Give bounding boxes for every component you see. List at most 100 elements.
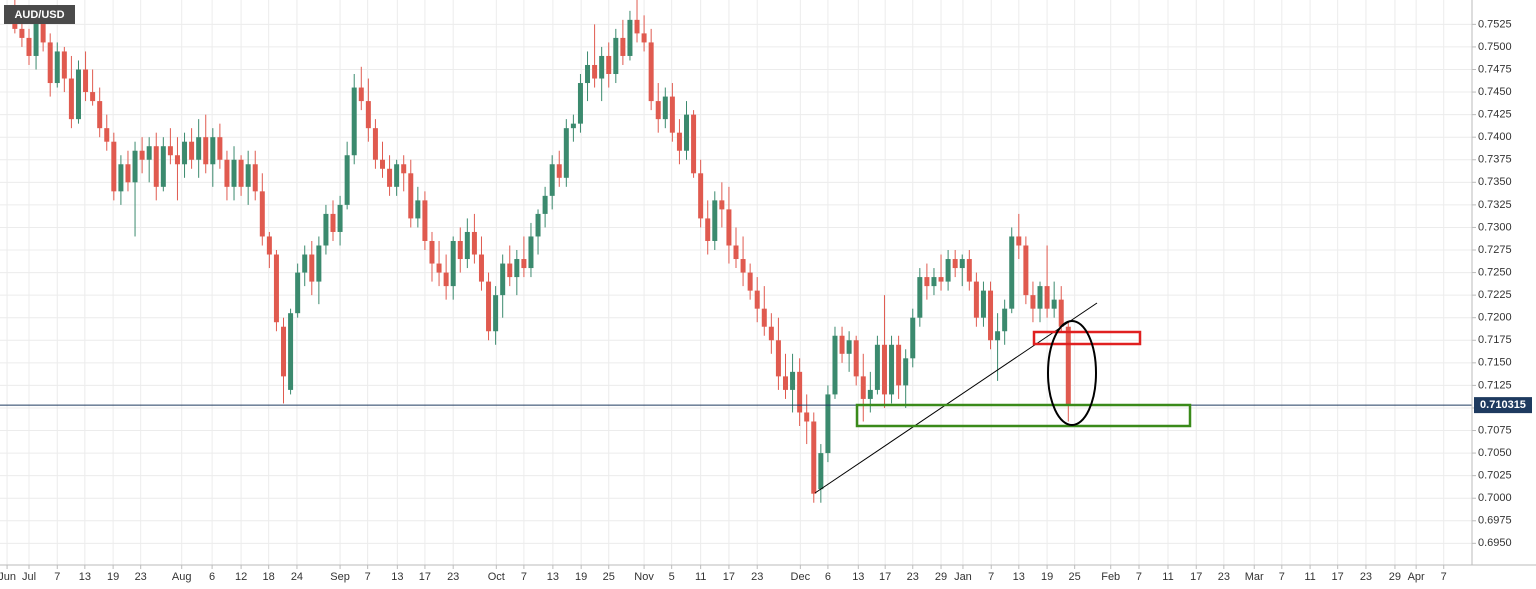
candle-body xyxy=(705,218,711,241)
candle-body xyxy=(40,19,46,43)
candle-body xyxy=(429,240,435,264)
candle-body xyxy=(486,281,492,332)
candle-body xyxy=(139,150,145,160)
candle-body xyxy=(988,290,994,341)
candle-body xyxy=(896,344,902,386)
y-tick-label: 0.7325 xyxy=(1478,199,1512,211)
candle-body xyxy=(330,213,336,232)
candle-body xyxy=(457,240,463,260)
x-tick-label: Oct xyxy=(488,571,505,583)
x-tick-label: 23 xyxy=(1360,571,1372,583)
x-tick-label: 11 xyxy=(695,571,706,583)
annotations xyxy=(814,302,1192,494)
candle-body xyxy=(323,213,329,246)
candle-body xyxy=(245,164,251,187)
candle-body xyxy=(797,371,803,413)
candle-body xyxy=(521,259,527,269)
candle-body xyxy=(641,33,647,43)
candle-body xyxy=(577,83,583,124)
x-tick-label: Apr xyxy=(1408,571,1425,583)
candle-body xyxy=(860,376,866,399)
candle-body xyxy=(210,137,216,165)
x-tick-label: Feb xyxy=(1101,571,1120,583)
candle-body xyxy=(740,259,746,273)
candle-body xyxy=(1016,236,1022,246)
y-tick-label: 0.6975 xyxy=(1478,515,1512,527)
x-tick-label: 23 xyxy=(447,571,459,583)
candle-body xyxy=(231,159,237,187)
candles xyxy=(0,0,1472,503)
candle-body xyxy=(980,290,986,318)
x-tick-label: 11 xyxy=(1304,571,1315,583)
candle-body xyxy=(196,137,202,160)
x-tick-label: 6 xyxy=(825,571,831,583)
chart-title: AUD/USD xyxy=(14,9,64,21)
last-price-badge xyxy=(1474,397,1532,414)
candle-body xyxy=(924,277,930,287)
candle-body xyxy=(938,277,944,282)
candle-body xyxy=(839,335,845,354)
candle-body xyxy=(224,159,230,187)
candle-body xyxy=(90,92,96,102)
candle-body xyxy=(592,64,598,79)
candle-body xyxy=(450,240,456,287)
candle-body xyxy=(408,173,414,219)
x-tick-label: 19 xyxy=(107,571,119,583)
candle-body xyxy=(132,150,138,183)
candle-body xyxy=(302,254,308,273)
candle-body xyxy=(676,132,682,151)
candle-body xyxy=(1058,299,1064,327)
candle-body xyxy=(252,164,258,192)
candle-body xyxy=(394,164,400,187)
symbol-badge: AUD/USD xyxy=(4,5,75,24)
y-tick-label: 0.7050 xyxy=(1478,447,1512,459)
candle-body xyxy=(281,326,287,377)
candle-body xyxy=(167,146,173,156)
x-tick-label: 18 xyxy=(263,571,275,583)
x-tick-label: Mar xyxy=(1245,571,1264,583)
x-tick-label: 23 xyxy=(751,571,763,583)
candle-body xyxy=(910,317,916,359)
candle-body xyxy=(655,101,661,120)
candle-body xyxy=(719,200,725,210)
x-tick-label: 13 xyxy=(852,571,864,583)
candle-body xyxy=(634,19,640,34)
candle-body xyxy=(358,87,364,102)
x-tick-label: 17 xyxy=(1332,571,1344,583)
candle-body xyxy=(712,200,718,241)
x-tick-label: 12 xyxy=(235,571,247,583)
candle-body xyxy=(768,326,774,341)
candle-body xyxy=(54,51,60,84)
support-box xyxy=(855,403,1192,428)
candle-body xyxy=(372,128,378,160)
candle-body xyxy=(563,128,569,178)
x-tick-label: 19 xyxy=(575,571,587,583)
candle-body xyxy=(853,340,859,377)
x-tick-label: 13 xyxy=(391,571,403,583)
y-tick-label: 0.7400 xyxy=(1478,131,1512,143)
candle-body xyxy=(648,42,654,102)
x-tick-label: 13 xyxy=(1013,571,1025,583)
candle-body xyxy=(33,19,39,56)
candle-body xyxy=(1002,308,1008,332)
candle-body xyxy=(570,123,576,129)
candle-body xyxy=(379,159,385,169)
candle-body xyxy=(691,114,697,174)
candle-body xyxy=(118,164,124,192)
trend-line xyxy=(814,302,1098,494)
x-tick-label: 13 xyxy=(79,571,91,583)
candle-body xyxy=(401,164,407,174)
y-tick-label: 0.6950 xyxy=(1478,537,1512,549)
candle-body xyxy=(422,200,428,241)
candle-body xyxy=(917,277,923,318)
candle-body xyxy=(344,155,350,205)
x-tick-label: 17 xyxy=(1190,571,1202,583)
x-tick-label: 23 xyxy=(1218,571,1230,583)
x-tick-label: 25 xyxy=(1069,571,1081,583)
candle-body xyxy=(493,295,499,332)
candle-body xyxy=(316,245,322,282)
candle-body xyxy=(111,141,117,192)
y-tick-label: 0.7025 xyxy=(1478,470,1512,482)
y-tick-label: 0.7300 xyxy=(1478,221,1512,233)
